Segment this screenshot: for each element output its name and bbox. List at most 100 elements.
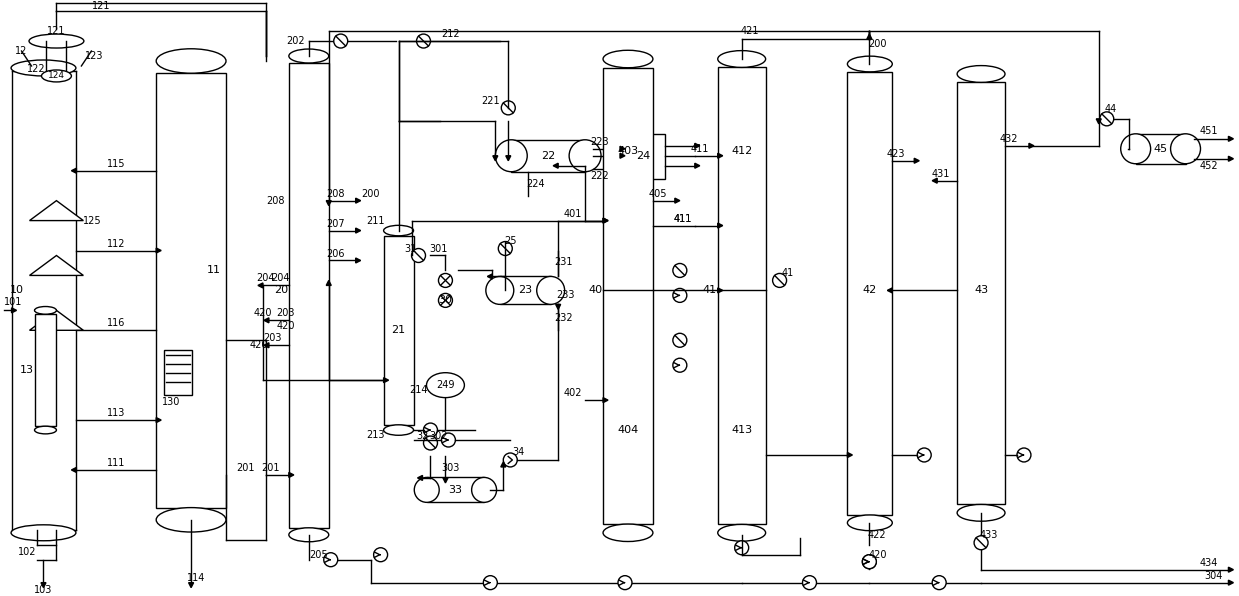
Polygon shape [72,168,77,173]
Ellipse shape [426,372,465,398]
Text: 121: 121 [92,1,110,11]
Ellipse shape [35,426,57,434]
Text: 122: 122 [27,64,46,74]
Text: 420: 420 [254,308,273,318]
Circle shape [1017,448,1031,462]
Bar [512,140,585,172]
Text: 25: 25 [504,235,517,246]
Circle shape [483,576,497,589]
Ellipse shape [35,306,57,314]
Text: 200: 200 [362,189,380,198]
Text: 40: 40 [589,285,602,296]
Ellipse shape [289,528,328,542]
Text: 23: 23 [518,285,533,296]
Text: 33: 33 [449,485,462,495]
Polygon shape [1228,156,1233,162]
Text: 224: 224 [525,179,544,189]
Bar [603,68,653,524]
Polygon shape [156,418,161,423]
Text: 304: 304 [1204,571,1223,581]
Polygon shape [553,163,558,168]
Circle shape [803,576,817,589]
Polygon shape [847,452,852,458]
Text: 211: 211 [367,216,385,225]
Ellipse shape [11,60,76,76]
Text: 421: 421 [741,26,760,36]
Polygon shape [326,281,331,285]
Text: 301: 301 [429,244,447,253]
Ellipse shape [717,51,766,67]
Text: 233: 233 [556,290,575,300]
Polygon shape [264,343,269,347]
Polygon shape [11,308,16,313]
Circle shape [424,423,437,437]
Circle shape [862,555,876,569]
Bar [717,67,766,524]
Text: 208: 208 [327,189,344,198]
Polygon shape [356,228,361,233]
Polygon shape [384,378,389,383]
Polygon shape [356,198,361,203]
Text: 411: 411 [674,213,693,224]
Polygon shape [30,311,83,330]
Text: 41: 41 [782,268,794,278]
Polygon shape [1028,143,1033,148]
Polygon shape [444,478,449,483]
Text: 403: 403 [617,146,638,156]
Bar [384,236,414,425]
Text: 413: 413 [731,425,752,435]
Text: 221: 221 [481,96,499,106]
Polygon shape [717,288,722,293]
Bar [289,63,328,528]
Text: 405: 405 [649,189,667,198]
Text: 24: 24 [636,151,650,161]
Ellipse shape [156,49,225,73]
Polygon shape [717,153,722,159]
Ellipse shape [472,477,497,502]
Polygon shape [30,256,83,275]
Text: 42: 42 [862,285,876,296]
Text: 101: 101 [4,297,22,308]
Text: 202: 202 [286,36,305,46]
Ellipse shape [11,525,76,541]
Polygon shape [603,218,608,223]
Text: 402: 402 [564,388,582,398]
Circle shape [439,274,452,287]
Text: 203: 203 [276,308,295,318]
Text: 420: 420 [869,550,887,560]
Text: 114: 114 [187,573,206,583]
Ellipse shape [847,515,892,530]
Text: 22: 22 [541,151,555,161]
Ellipse shape [486,277,514,305]
Text: 102: 102 [19,547,36,557]
Circle shape [673,333,686,347]
Text: 214: 214 [409,385,427,395]
Circle shape [503,453,517,467]
Text: 232: 232 [554,313,572,324]
Text: 412: 412 [731,146,752,156]
Text: 208: 208 [266,195,285,206]
Text: 124: 124 [48,72,64,80]
Ellipse shape [41,70,72,82]
Text: 212: 212 [441,29,460,39]
Text: 213: 213 [367,430,385,440]
Ellipse shape [289,49,328,63]
Bar [620,134,665,179]
Circle shape [424,436,437,450]
Polygon shape [1228,136,1233,141]
Polygon shape [717,223,722,228]
Polygon shape [418,476,422,480]
Text: 451: 451 [1199,126,1218,136]
Text: 41: 41 [703,285,717,296]
Polygon shape [603,218,608,223]
Circle shape [673,288,686,302]
Text: 43: 43 [974,285,989,296]
Text: 302: 302 [429,431,447,441]
Ellipse shape [1121,134,1151,164]
Circle shape [416,34,430,48]
Polygon shape [887,288,892,293]
Text: 11: 11 [207,265,221,275]
Text: 422: 422 [869,530,887,540]
Polygon shape [620,153,624,159]
Text: 125: 125 [83,216,102,225]
